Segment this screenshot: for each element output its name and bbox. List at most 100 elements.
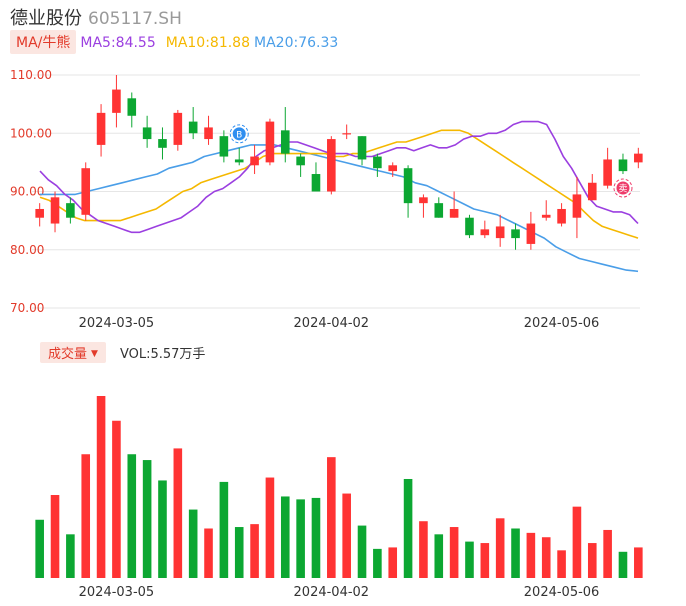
volume-bar bbox=[173, 448, 183, 578]
candle-body bbox=[127, 98, 137, 116]
volume-bar bbox=[35, 519, 44, 578]
volume-bar bbox=[434, 534, 444, 578]
y-tick-label: 110.00 bbox=[10, 68, 52, 82]
volume-x-tick-label: 2024-03-05 bbox=[79, 585, 155, 600]
candle-body bbox=[403, 168, 413, 204]
volume-bar bbox=[495, 518, 505, 578]
volume-bar bbox=[158, 480, 167, 578]
ma20-label: MA20:76.33 bbox=[254, 35, 339, 51]
y-tick-label: 100.00 bbox=[10, 126, 52, 140]
volume-bar bbox=[403, 478, 413, 578]
caret-down-icon: ▼ bbox=[91, 349, 98, 359]
volume-bar bbox=[219, 481, 229, 578]
volume-bar bbox=[127, 454, 137, 578]
volume-bar bbox=[296, 499, 305, 578]
ma-toggle-button[interactable]: MA/牛熊 bbox=[10, 30, 77, 54]
volume-bar bbox=[419, 521, 428, 578]
volume-indicator-bar: 成交量 ▼ VOL:5.57万手 bbox=[40, 342, 205, 363]
buy-point-icon bbox=[232, 127, 246, 141]
candle-body bbox=[541, 214, 551, 218]
candle-body bbox=[373, 156, 382, 169]
volume-bar bbox=[280, 496, 290, 578]
candle-body bbox=[434, 203, 444, 218]
candle-body bbox=[342, 133, 351, 135]
stock-name: 德业股份 bbox=[10, 8, 82, 29]
candle-body bbox=[357, 136, 367, 160]
candle-body bbox=[480, 229, 490, 236]
candle-body bbox=[188, 121, 198, 134]
buy-point-icon-ring bbox=[229, 124, 249, 144]
candle-body bbox=[250, 156, 259, 166]
ma5-line bbox=[39, 120, 639, 234]
volume-bar bbox=[587, 543, 597, 578]
stock-code: 605117.SH bbox=[88, 9, 182, 29]
volume-bar bbox=[373, 548, 382, 578]
volume-bar bbox=[188, 509, 198, 578]
candle-body bbox=[81, 168, 91, 215]
x-tick-label: 2024-05-06 bbox=[524, 316, 600, 331]
candle-body bbox=[634, 153, 643, 163]
candle-body bbox=[35, 208, 44, 218]
ma-indicator-bar: MA/牛熊 MA5:84.55 MA10:81.88 MA20:76.33 bbox=[10, 30, 339, 54]
candle-body bbox=[419, 197, 428, 204]
volume-x-tick-label: 2024-04-02 bbox=[294, 585, 370, 600]
stock-header: 德业股份 605117.SH bbox=[10, 4, 182, 29]
volume-bar bbox=[634, 547, 643, 578]
volume-bar bbox=[572, 506, 582, 578]
volume-bar bbox=[603, 529, 612, 578]
candle-body bbox=[96, 112, 106, 145]
candle-body bbox=[280, 130, 290, 154]
volume-bar bbox=[96, 396, 106, 578]
volume-bar bbox=[50, 495, 60, 578]
sell-point-icon-ring bbox=[613, 178, 633, 198]
volume-bar bbox=[142, 460, 152, 578]
candle-body bbox=[66, 203, 75, 218]
candle-body bbox=[587, 182, 597, 201]
volume-bar bbox=[250, 524, 259, 578]
candle-body bbox=[158, 139, 167, 148]
sell-point-icon bbox=[616, 181, 630, 195]
candle-body bbox=[265, 121, 275, 163]
volume-bar bbox=[449, 527, 459, 578]
volume-bar bbox=[311, 497, 321, 578]
ma10-line bbox=[39, 129, 639, 239]
candle-body bbox=[50, 197, 60, 224]
y-tick-label: 70.00 bbox=[10, 301, 44, 315]
volume-bar bbox=[541, 537, 551, 578]
candle-body bbox=[526, 223, 536, 244]
candle-body bbox=[142, 127, 152, 140]
volume-bar bbox=[327, 457, 336, 578]
candle-body bbox=[618, 159, 628, 172]
candle-body bbox=[603, 159, 612, 186]
volume-bar bbox=[81, 454, 91, 578]
buy-point-icon-glyph: B bbox=[236, 130, 242, 140]
volume-bar bbox=[511, 528, 520, 578]
volume-bar bbox=[265, 477, 275, 578]
volume-bar bbox=[618, 551, 628, 578]
candle-body bbox=[449, 208, 459, 218]
candle-body bbox=[234, 159, 244, 163]
candle-body bbox=[327, 139, 336, 192]
candle-body bbox=[572, 194, 582, 218]
candle-body bbox=[173, 112, 183, 145]
volume-bar bbox=[480, 543, 490, 578]
ma20-line bbox=[40, 144, 639, 273]
volume-bar bbox=[557, 550, 566, 578]
volume-toggle-button[interactable]: 成交量 ▼ bbox=[40, 342, 106, 363]
candle-body bbox=[511, 229, 520, 239]
y-tick-label: 90.00 bbox=[10, 185, 44, 199]
volume-toggle-label: 成交量 bbox=[48, 347, 88, 362]
sell-point-icon-glyph: 卖 bbox=[618, 184, 627, 195]
volume-bar bbox=[465, 541, 474, 578]
ma10-label: MA10:81.88 bbox=[165, 35, 251, 51]
candle-body bbox=[495, 226, 505, 239]
volume-bar bbox=[388, 547, 398, 578]
volume-bar bbox=[342, 493, 351, 578]
volume-bar bbox=[112, 420, 121, 578]
volume-bar bbox=[204, 528, 213, 578]
candle-body bbox=[112, 89, 121, 113]
candle-body bbox=[557, 208, 566, 224]
volume-bar bbox=[234, 527, 244, 578]
candle-body bbox=[296, 156, 305, 166]
